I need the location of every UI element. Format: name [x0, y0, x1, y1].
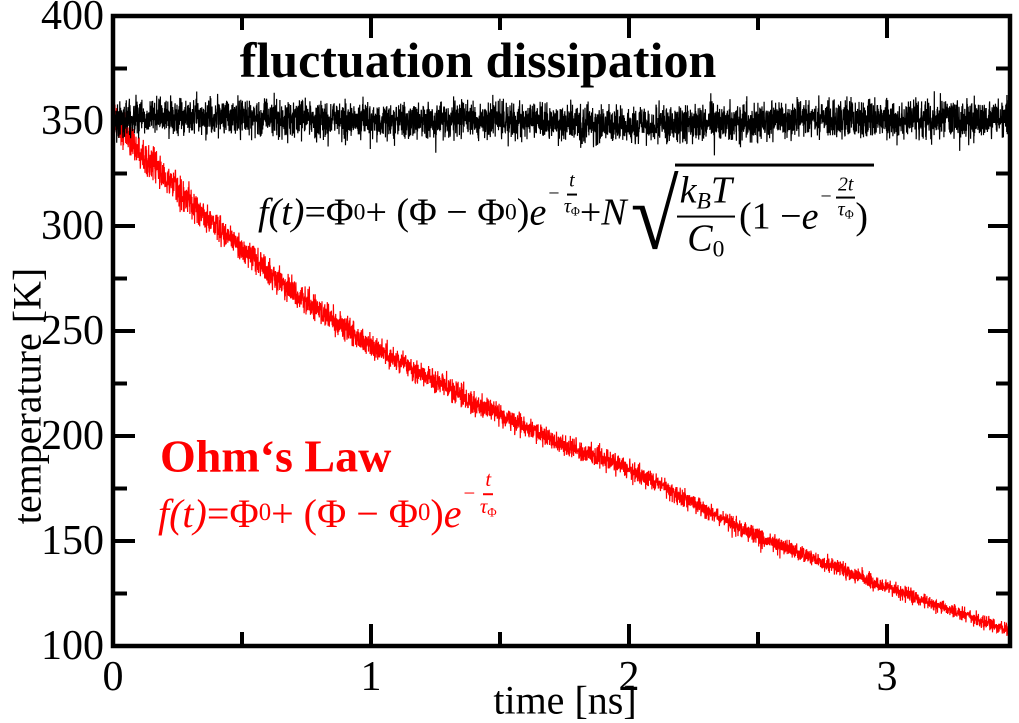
formula-token: f(t): [258, 192, 305, 234]
formula-token: −: [820, 185, 832, 208]
x-tick-label: 0: [102, 654, 124, 700]
series-label-fluctuation-dissipation: fluctuation dissipation: [239, 32, 717, 88]
formula-token: k: [679, 169, 697, 212]
formula-token: ): [516, 192, 530, 234]
formula-token: t: [567, 170, 577, 196]
formula-token: Φ: [229, 491, 259, 536]
formula-token: −: [548, 182, 560, 205]
x-tick-label: 3: [876, 654, 898, 700]
x-tick-label: 2: [618, 654, 640, 700]
radical-sign-icon: √: [630, 160, 679, 270]
formula-token-subscript: 0: [712, 236, 725, 263]
formula-token: τ: [837, 198, 845, 221]
x-tick-label: 1: [360, 654, 382, 700]
formula-token: +: [579, 192, 602, 234]
formula-token: f(t): [158, 491, 207, 536]
formula-token-subscript: B: [696, 188, 711, 215]
formula-exponent: − t τΦ: [548, 170, 580, 219]
formula-token: + (Φ − Φ: [365, 192, 506, 234]
formula-token: ): [430, 491, 444, 536]
formula-token: e: [443, 491, 462, 536]
y-tick-label: 300: [41, 203, 104, 249]
formula-token: τ: [479, 494, 488, 518]
formula-token: =: [206, 491, 230, 536]
formula-token-subscript: Φ: [570, 204, 580, 219]
formula-token-subscript: 0: [353, 199, 366, 226]
y-tick-label: 200: [41, 413, 104, 459]
formula-exponent: − 2t τΦ: [821, 174, 856, 221]
formula-token-subscript: Φ: [844, 207, 854, 222]
formula-token: τ: [563, 195, 571, 218]
formula-token: + (Φ − Φ: [271, 491, 419, 536]
formula-token: T: [710, 169, 733, 212]
formula-fraction: kBT C0: [676, 169, 736, 263]
formula-token: Φ: [325, 192, 354, 234]
formula-fraction: 2t τΦ: [835, 174, 856, 222]
y-tick-label: 350: [41, 98, 104, 144]
formula-token-subscript: Φ: [487, 505, 497, 520]
formula-token: −: [463, 481, 476, 505]
formula-token: ): [855, 195, 869, 238]
formula-token: 2t: [835, 174, 856, 199]
y-tick-label: 250: [41, 308, 104, 354]
formula-token-subscript: 0: [505, 199, 517, 226]
formula-token: t: [483, 469, 494, 495]
formula-exponent: − t τΦ: [464, 469, 497, 519]
formula-token-subscript: 0: [418, 499, 431, 527]
series-label-ohms-law: Ohm‘s Law: [160, 430, 392, 482]
y-tick-label: 100: [41, 623, 104, 669]
formula-token: N: [601, 192, 627, 234]
formula-token: e: [529, 192, 547, 234]
formula-radicand: kBT C0 (1 − e − 2t τΦ ): [674, 163, 875, 263]
formula-token-subscript: 0: [258, 499, 272, 527]
y-axis-title: temperature [K]: [4, 267, 50, 525]
formula-token: e: [801, 195, 819, 238]
formula-square-root: √ kBT C0 (1 − e − 2t τΦ ): [630, 160, 875, 270]
y-tick-label: 400: [41, 0, 104, 39]
formula-token: =: [304, 192, 326, 234]
x-axis-title: time [ns]: [493, 677, 637, 723]
formula-fraction: t τΦ: [480, 469, 497, 519]
y-tick-label: 150: [41, 518, 104, 564]
formula-fraction: t τΦ: [563, 170, 580, 219]
formula-token: C: [687, 218, 713, 260]
formula-token: (1 −: [739, 195, 802, 238]
